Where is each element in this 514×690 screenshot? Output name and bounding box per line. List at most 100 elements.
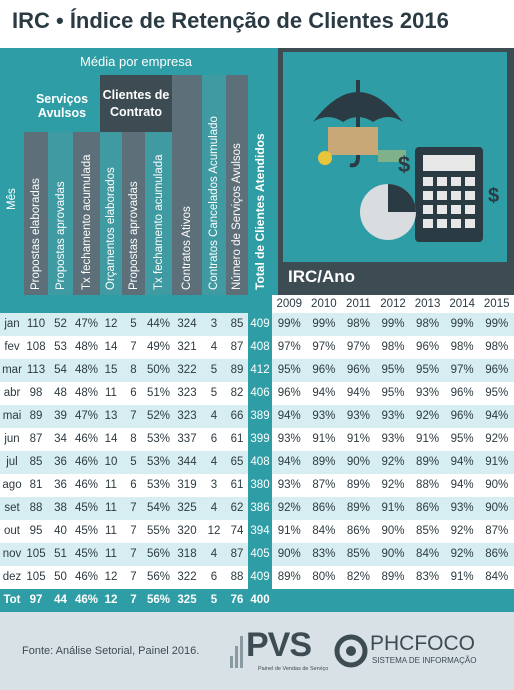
cell: 6 bbox=[130, 479, 137, 491]
cell: 87 bbox=[230, 548, 244, 560]
cell: 88% bbox=[416, 479, 440, 491]
cell: 14 bbox=[104, 341, 118, 353]
cell: 323 bbox=[177, 410, 197, 422]
cell: 65 bbox=[230, 456, 244, 468]
cell: 92% bbox=[485, 433, 509, 445]
cell: 12 bbox=[207, 525, 221, 537]
cell: 406 bbox=[248, 382, 272, 405]
cell: 96% bbox=[450, 387, 474, 399]
cell: 86% bbox=[416, 502, 440, 514]
cell: 319 bbox=[177, 479, 197, 491]
cell: 47% bbox=[74, 318, 99, 330]
cell: 15 bbox=[104, 364, 118, 376]
cell: mar bbox=[2, 364, 22, 376]
cell: 44% bbox=[146, 318, 171, 330]
cell: 11 bbox=[105, 387, 117, 399]
cell: 56% bbox=[146, 571, 171, 583]
cell: 92% bbox=[450, 525, 474, 537]
cell: 89% bbox=[346, 502, 370, 514]
cell: 87 bbox=[29, 433, 43, 445]
subtitle: Média por empresa bbox=[80, 54, 192, 69]
cell: 88 bbox=[29, 502, 43, 514]
logo-phc-icon bbox=[334, 634, 368, 668]
cell: 54 bbox=[54, 364, 67, 376]
cell: 83% bbox=[312, 548, 336, 560]
cell: 322 bbox=[177, 364, 197, 376]
cell: 14 bbox=[104, 433, 118, 445]
cell: 80% bbox=[312, 571, 336, 583]
cell: 5 bbox=[210, 364, 218, 376]
cell: 98% bbox=[450, 341, 474, 353]
cell: 46% bbox=[74, 456, 99, 468]
year-header: 2012 bbox=[380, 298, 406, 310]
source: Fonte: Análise Setorial, Painel 2016. bbox=[22, 645, 200, 657]
cell: 91% bbox=[450, 571, 474, 583]
cell: 88 bbox=[230, 571, 244, 583]
total-cell: 12 bbox=[104, 594, 118, 606]
cell: 55% bbox=[146, 525, 171, 537]
cell: 105 bbox=[26, 548, 46, 560]
cell: 93% bbox=[381, 410, 405, 422]
cell: 56% bbox=[146, 548, 171, 560]
cell: 52 bbox=[54, 318, 67, 330]
cell: 46% bbox=[74, 479, 99, 491]
column-header: Contratos Ativos bbox=[181, 206, 193, 290]
cell: 99% bbox=[485, 318, 509, 330]
cell: 61 bbox=[230, 433, 244, 445]
cell: 4 bbox=[210, 410, 218, 422]
cell: 93% bbox=[381, 433, 405, 445]
cell: 84% bbox=[416, 548, 440, 560]
column-header: Total de Clientes Atendidos bbox=[253, 133, 267, 290]
cell: 89% bbox=[312, 456, 336, 468]
cell: 74 bbox=[230, 525, 244, 537]
cell: 84% bbox=[312, 525, 336, 537]
total-cell: Tot bbox=[3, 594, 21, 606]
logo-phc: PHCFOCO bbox=[370, 632, 475, 655]
cell: 7 bbox=[130, 502, 137, 514]
cell: 409 bbox=[248, 313, 272, 336]
cell: 90% bbox=[277, 548, 301, 560]
cell: 48% bbox=[74, 387, 99, 399]
year-header: 2014 bbox=[449, 298, 475, 310]
total-bg bbox=[0, 589, 514, 612]
column-stripe bbox=[226, 75, 248, 295]
year-header: 2009 bbox=[276, 298, 303, 310]
cell: 95% bbox=[277, 364, 301, 376]
cell: 11 bbox=[105, 479, 117, 491]
total-cell: 46% bbox=[74, 594, 99, 606]
cell: 11 bbox=[105, 548, 117, 560]
column-stripe bbox=[145, 132, 172, 295]
cell: 92% bbox=[381, 479, 405, 491]
cell: 380 bbox=[248, 474, 272, 497]
cell: 90% bbox=[346, 456, 370, 468]
year-header: 2013 bbox=[414, 298, 441, 310]
cell: 53 bbox=[54, 341, 67, 353]
cell: nov bbox=[2, 548, 22, 560]
cell: 96% bbox=[416, 341, 440, 353]
total-cell: 7 bbox=[130, 594, 137, 606]
column-stripe bbox=[122, 132, 145, 295]
cell: 5 bbox=[130, 456, 137, 468]
cell: 8 bbox=[130, 364, 137, 376]
cell: 10 bbox=[104, 456, 118, 468]
column-header: Número de Serviços Avulsos bbox=[231, 143, 243, 290]
cell: 46% bbox=[74, 571, 99, 583]
cell: 6 bbox=[210, 571, 218, 583]
cell: 11 bbox=[105, 502, 117, 514]
cell: 52% bbox=[146, 410, 171, 422]
cell: 412 bbox=[248, 359, 272, 382]
cell: 318 bbox=[177, 548, 197, 560]
illustration: $ $ bbox=[283, 52, 507, 262]
total-cell: 56% bbox=[146, 594, 171, 606]
title: IRC • Índice de Retenção de Clientes 201… bbox=[12, 8, 449, 33]
cell: 7 bbox=[130, 548, 137, 560]
column-header: Propostas aprovadas bbox=[54, 181, 67, 290]
cell: 48% bbox=[74, 364, 99, 376]
cell: 4 bbox=[210, 502, 218, 514]
cell: 98% bbox=[346, 318, 370, 330]
svg-text:$: $ bbox=[488, 185, 499, 207]
cell: 399 bbox=[248, 428, 272, 451]
column-stripe bbox=[0, 75, 24, 295]
column-stripe bbox=[100, 132, 122, 295]
cell: 98% bbox=[485, 341, 509, 353]
